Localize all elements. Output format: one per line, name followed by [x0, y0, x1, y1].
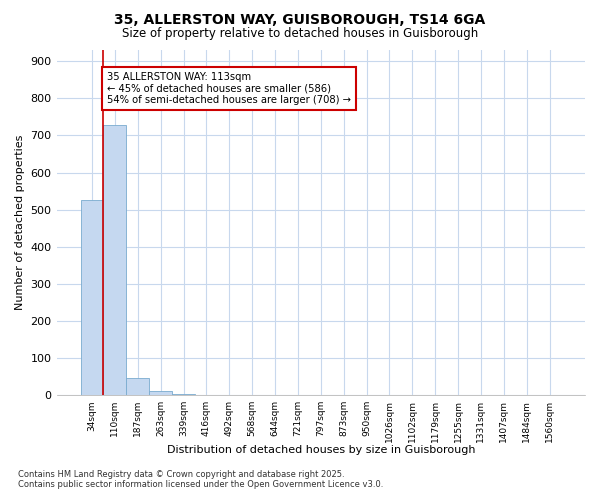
Bar — [172, 394, 195, 395]
Text: Size of property relative to detached houses in Guisborough: Size of property relative to detached ho… — [122, 28, 478, 40]
Text: 35, ALLERSTON WAY, GUISBOROUGH, TS14 6GA: 35, ALLERSTON WAY, GUISBOROUGH, TS14 6GA — [115, 12, 485, 26]
Bar — [127, 378, 149, 395]
Bar — [149, 391, 172, 395]
Bar — [103, 125, 127, 395]
Text: 35 ALLERSTON WAY: 113sqm
← 45% of detached houses are smaller (586)
54% of semi-: 35 ALLERSTON WAY: 113sqm ← 45% of detach… — [107, 72, 351, 106]
Bar — [80, 200, 103, 395]
X-axis label: Distribution of detached houses by size in Guisborough: Distribution of detached houses by size … — [167, 445, 475, 455]
Y-axis label: Number of detached properties: Number of detached properties — [15, 135, 25, 310]
Text: Contains HM Land Registry data © Crown copyright and database right 2025.
Contai: Contains HM Land Registry data © Crown c… — [18, 470, 383, 489]
